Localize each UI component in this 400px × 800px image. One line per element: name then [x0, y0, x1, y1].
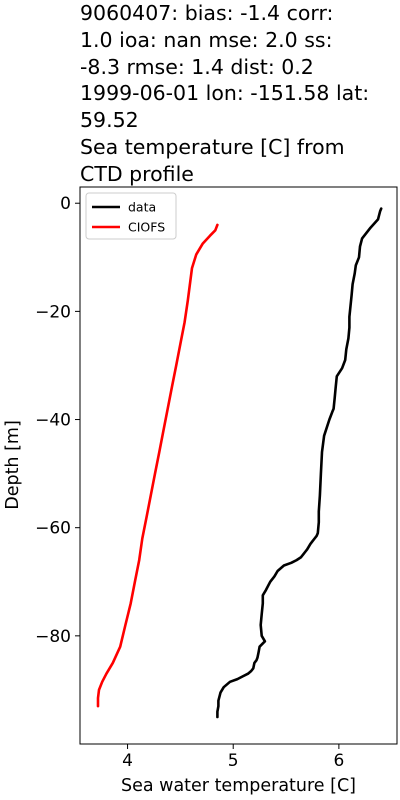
x-tick-label: 5 [228, 751, 239, 771]
x-axis-label: Sea water temperature [C] [121, 776, 356, 796]
series-line-ciofs [96, 223, 219, 708]
title-line: 1999-06-01 lon: -151.58 lat: [80, 81, 370, 106]
y-tick-label: −80 [35, 627, 71, 647]
y-tick-label: 0 [60, 194, 71, 214]
y-tick-label: −20 [35, 302, 71, 322]
series-line-data [216, 207, 383, 719]
title-line: -8.3 rmse: 1.4 dist: 0.2 [80, 54, 314, 79]
data-lines [96, 207, 383, 719]
y-tick-label: −60 [35, 519, 71, 539]
y-tick-label: −40 [35, 411, 71, 431]
plot-frame [79, 186, 398, 745]
legend-label: CIOFS [128, 220, 165, 235]
x-tick-label: 6 [333, 751, 344, 771]
title-line: Sea temperature [C] from [80, 134, 345, 159]
y-axis-label: Depth [m] [3, 420, 23, 510]
title-line: 1.0 ioa: nan mse: 2.0 ss: [80, 27, 333, 52]
legend: data CIOFS [85, 192, 177, 240]
x-tick-label: 4 [122, 751, 133, 771]
legend-label: data [128, 200, 156, 215]
axis-ticks: 4 5 6 0 −20 −40 −60 −80 [35, 194, 344, 771]
title-line: 9060407: bias: -1.4 corr: [80, 1, 334, 25]
title-line: CTD profile [80, 161, 194, 186]
chart-title: 9060407: bias: -1.4 corr: 1.0 ioa: nan ms… [80, 0, 398, 188]
title-line: 59.52 [80, 108, 139, 133]
